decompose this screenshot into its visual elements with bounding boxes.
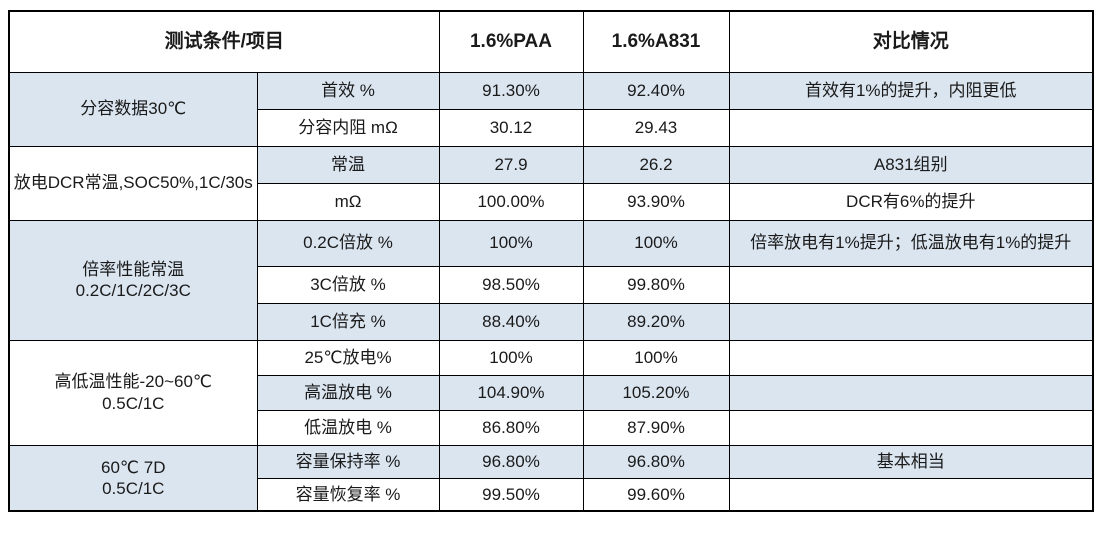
item-cell: 25℃放电% (256, 339, 440, 376)
compare-cell (728, 302, 1094, 341)
paa-value-cell: 100% (438, 339, 584, 376)
table-row: 放电DCR常温,SOC50%,1C/30s 常温 27.9 26.2 A831组… (8, 145, 1094, 221)
item-cell: 1C倍充 % (256, 302, 440, 341)
header-a831: 1.6%A831 (582, 10, 730, 73)
item-cell: 容量保持率 % (256, 444, 440, 479)
compare-cell (728, 108, 1094, 147)
item-cell: 容量恢复率 % (256, 477, 440, 512)
group-cell-storage-60c: 60℃ 7D 0.5C/1C (8, 444, 258, 512)
paa-value-cell: 98.50% (438, 265, 584, 304)
item-cell: mΩ (256, 182, 440, 221)
header-row: 测试条件/项目 1.6%PAA 1.6%A831 对比情况 (8, 10, 1094, 73)
table-row: 3C倍放 % 98.50% 99.80% (9, 265, 1094, 304)
a831-value-cell: 26.2 (582, 145, 730, 184)
item-cell: 3C倍放 % (256, 265, 440, 304)
table-row: 分容数据30℃ 首效 % 91.30% 92.40% 首效有1%的提升，内阻更低 (8, 71, 1094, 147)
compare-cell: 基本相当 (728, 444, 1094, 479)
paa-value-cell: 91.30% (438, 71, 584, 110)
paa-value-cell: 30.12 (438, 108, 584, 147)
compare-cell: 首效有1%的提升，内阻更低 (728, 71, 1094, 110)
compare-cell: DCR有6%的提升 (728, 182, 1094, 221)
paa-value-cell: 99.50% (438, 477, 584, 512)
a831-value-cell: 29.43 (582, 108, 730, 147)
item-cell: 常温 (256, 145, 440, 184)
group-cell-rate-performance: 倍率性能常温 0.2C/1C/2C/3C (8, 219, 258, 341)
a831-value-cell: 100% (582, 339, 730, 376)
a831-value-cell: 96.80% (582, 444, 730, 479)
group-cell-dcr: 放电DCR常温,SOC50%,1C/30s (8, 145, 258, 221)
header-compare: 对比情况 (728, 10, 1094, 73)
a831-value-cell: 100% (582, 219, 730, 267)
group-cell-capacity-grading: 分容数据30℃ (8, 71, 258, 147)
item-cell: 低温放电 % (256, 409, 440, 446)
item-cell: 首效 % (256, 71, 440, 110)
paa-value-cell: 104.90% (438, 374, 584, 411)
table-row: 60℃ 7D 0.5C/1C 容量保持率 % 96.80% 96.80% 基本相… (8, 444, 1094, 512)
compare-cell (728, 374, 1094, 411)
item-cell: 分容内阻 mΩ (256, 108, 440, 147)
group-cell-temperature-performance: 高低温性能-20~60℃ 0.5C/1C (8, 339, 258, 446)
compare-cell (728, 477, 1094, 512)
a831-value-cell: 87.90% (582, 409, 730, 446)
table-row: 分容内阻 mΩ 30.12 29.43 (9, 108, 1094, 147)
a831-value-cell: 99.80% (582, 265, 730, 304)
paa-value-cell: 88.40% (438, 302, 584, 341)
comparison-table: 测试条件/项目 1.6%PAA 1.6%A831 对比情况 分容数据30℃ 首效… (8, 10, 1094, 512)
paa-value-cell: 96.80% (438, 444, 584, 479)
paa-value-cell: 100% (438, 219, 584, 267)
item-cell: 0.2C倍放 % (256, 219, 440, 267)
a831-value-cell: 105.20% (582, 374, 730, 411)
a831-value-cell: 89.20% (582, 302, 730, 341)
a831-value-cell: 93.90% (582, 182, 730, 221)
compare-cell (728, 339, 1094, 376)
table-row: 高低温性能-20~60℃ 0.5C/1C 25℃放电% 100% 100% (8, 339, 1094, 446)
compare-cell (728, 265, 1094, 304)
paa-value-cell: 27.9 (438, 145, 584, 184)
paa-value-cell: 100.00% (438, 182, 584, 221)
table-row: 倍率性能常温 0.2C/1C/2C/3C 0.2C倍放 % 100% 100% … (8, 219, 1094, 341)
header-paa: 1.6%PAA (438, 10, 584, 73)
a831-value-cell: 92.40% (582, 71, 730, 110)
header-test-condition: 测试条件/项目 (8, 10, 440, 73)
a831-value-cell: 99.60% (582, 477, 730, 512)
compare-cell (728, 409, 1094, 446)
item-cell: 高温放电 % (256, 374, 440, 411)
compare-cell: A831组别 (728, 145, 1094, 184)
compare-cell: 倍率放电有1%提升；低温放电有1%的提升 (728, 219, 1094, 267)
paa-value-cell: 86.80% (438, 409, 584, 446)
